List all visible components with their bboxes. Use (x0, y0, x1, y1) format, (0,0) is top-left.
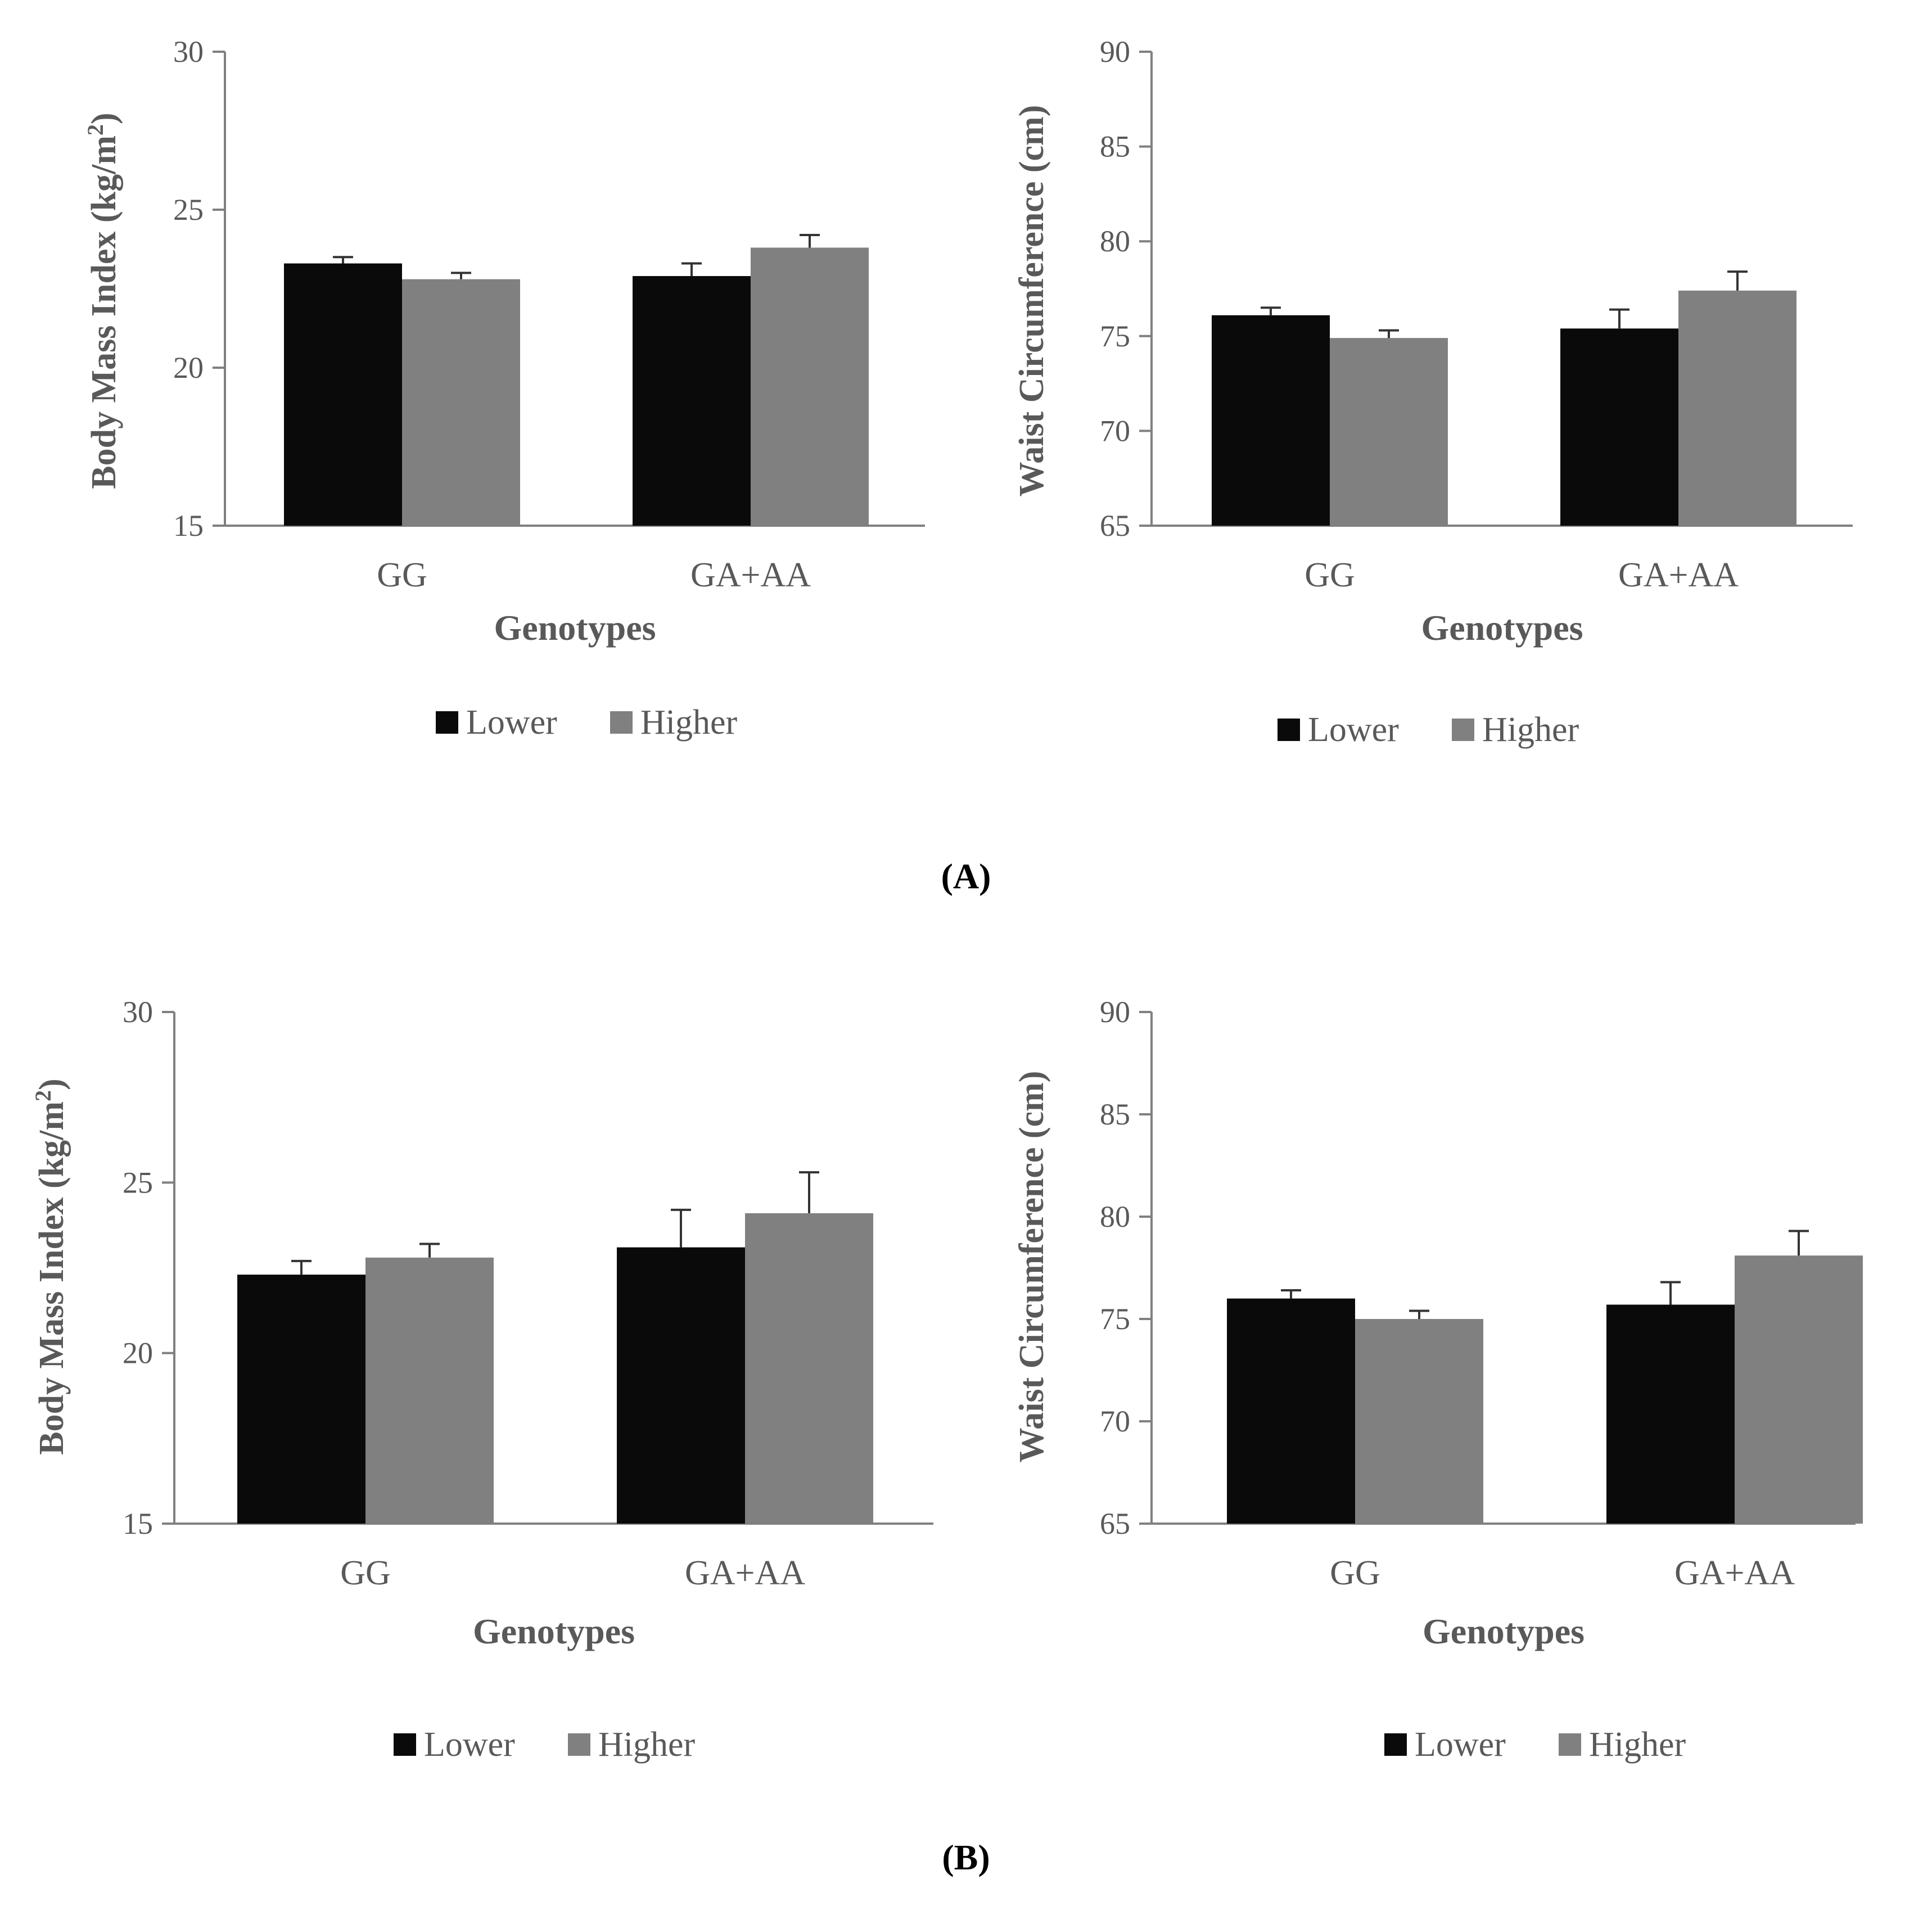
y-axis-title-end: ) (85, 112, 123, 124)
legend-swatch-lower (436, 711, 458, 734)
y-tick-label: 70 (1100, 1404, 1130, 1438)
legend-label-higher: Higher (1589, 1725, 1686, 1764)
chart-2: 65 70 75 80 85 90 GG GA+AA Genotypes Waist Circum… (1013, 35, 1853, 749)
category-label: GA+AA (1618, 556, 1739, 594)
legend: Lower Higher (1384, 1725, 1686, 1764)
bar-higher-gg (1355, 1319, 1483, 1524)
y-tick-label: 90 (1100, 995, 1130, 1029)
y-tick-label: 20 (173, 351, 204, 385)
legend-label-lower: Lower (1415, 1725, 1506, 1764)
y-tick-label: 20 (123, 1336, 153, 1370)
y-axis-title-main: Waist Circumference (cm) (1013, 105, 1051, 497)
bar-lower-ga-aa (1560, 328, 1678, 526)
legend-swatch-lower (1278, 719, 1300, 741)
panel-label-a: (A) (941, 856, 991, 896)
y-tick-label: 75 (1100, 1302, 1130, 1336)
bar-higher-gg (402, 279, 520, 526)
legend-label-higher: Higher (640, 703, 738, 742)
y-tick-label: 25 (123, 1165, 153, 1199)
y-axis-title-superscript: 2 (30, 1090, 56, 1101)
y-tick-label: 30 (173, 35, 204, 69)
bar-lower-gg (1227, 1298, 1355, 1524)
bar-higher-ga-aa (751, 247, 869, 526)
category-label: GG (1304, 556, 1355, 594)
x-axis-title: Genotypes (1423, 1611, 1585, 1651)
y-axis-title-main: Body Mass Index (kg/m (85, 135, 123, 489)
legend: Lower Higher (436, 703, 738, 742)
y-tick-label: 75 (1100, 319, 1130, 353)
bar-higher-ga-aa (1678, 290, 1796, 526)
bar-lower-ga-aa (1606, 1304, 1735, 1524)
bar-lower-ga-aa (617, 1247, 745, 1524)
y-tick-label: 80 (1100, 224, 1130, 258)
legend-swatch-higher (568, 1733, 590, 1756)
legend-swatch-higher (1559, 1733, 1581, 1756)
legend-swatch-higher (1452, 719, 1474, 741)
y-tick-label: 80 (1100, 1200, 1130, 1234)
legend-swatch-lower (1384, 1733, 1407, 1756)
y-axis-title: Body Mass Index (kg/m2) (83, 112, 123, 489)
y-tick-label: 90 (1100, 35, 1130, 69)
legend-label-higher: Higher (1482, 711, 1579, 749)
legend-swatch-higher (610, 711, 633, 734)
legend-label-lower: Lower (466, 703, 557, 742)
y-axis-title: Body Mass Index (kg/m2) (30, 1078, 71, 1454)
legend-swatch-lower (394, 1733, 416, 1756)
y-tick-label: 85 (1100, 130, 1130, 164)
category-label: GA+AA (685, 1554, 805, 1592)
legend-label-higher: Higher (598, 1725, 696, 1764)
legend: Lower Higher (394, 1725, 696, 1764)
category-label: GG (340, 1554, 391, 1592)
y-tick-label: 15 (123, 1507, 153, 1540)
y-axis-title-superscript: 2 (83, 124, 108, 135)
panel-label-b: (B) (942, 1837, 990, 1877)
bar-lower-gg (237, 1275, 365, 1524)
category-label: GG (1330, 1554, 1380, 1592)
x-axis-title: Genotypes (473, 1611, 635, 1651)
y-axis-title-main: Waist Circumference (cm) (1013, 1071, 1051, 1463)
y-tick-label: 65 (1100, 509, 1130, 543)
legend: Lower Higher (1278, 711, 1579, 749)
y-tick-label: 25 (173, 193, 204, 227)
y-tick-label: 30 (123, 995, 153, 1029)
category-label: GA+AA (1674, 1554, 1795, 1592)
y-tick-label: 70 (1100, 414, 1130, 448)
bar-lower-ga-aa (633, 276, 751, 526)
bar-lower-gg (1212, 315, 1330, 526)
category-label: GA+AA (690, 556, 811, 594)
y-tick-label: 85 (1100, 1097, 1130, 1131)
legend-label-lower: Lower (1308, 711, 1399, 749)
bar-lower-gg (284, 263, 402, 526)
bar-higher-ga-aa (745, 1213, 873, 1524)
x-axis-title: Genotypes (494, 608, 656, 648)
legend-label-lower: Lower (424, 1725, 515, 1764)
chart-3: 15 20 25 30 GG GA+AA Genotypes Body Mass Index … (30, 995, 933, 1764)
bar-higher-gg (1330, 338, 1448, 526)
bar-higher-gg (365, 1257, 494, 1524)
x-axis-title: Genotypes (1421, 608, 1583, 648)
y-axis-title-end: ) (33, 1078, 71, 1090)
y-axis-title: Waist Circumference (cm) (1013, 105, 1051, 497)
y-axis-title: Waist Circumference (cm) (1013, 1071, 1051, 1463)
y-tick-label: 15 (173, 509, 204, 543)
chart-1: 15 20 25 30 GG GA+AA Genotypes Body Mass Index … (83, 35, 925, 742)
bar-higher-ga-aa (1735, 1255, 1863, 1524)
chart-4: 65 70 75 80 85 90 GG GA+AA Genotypes Waist Circum… (1013, 995, 1863, 1764)
y-tick-label: 65 (1100, 1507, 1130, 1540)
y-axis-title-main: Body Mass Index (kg/m (33, 1101, 71, 1455)
category-label: GG (377, 556, 427, 594)
